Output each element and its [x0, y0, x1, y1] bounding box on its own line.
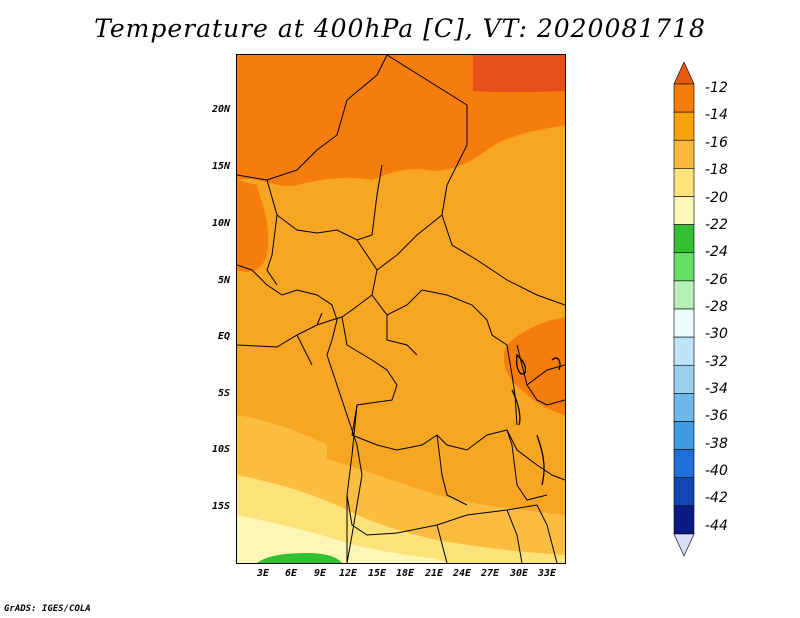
colorbar-label: -24: [705, 244, 728, 260]
colorbar-swatch: [673, 421, 695, 450]
lat-tick-label: 15N: [211, 161, 230, 172]
colorbar: [673, 62, 695, 557]
colorbar-swatch: [673, 83, 695, 113]
contour-band-12: [473, 55, 565, 93]
lat-tick-label: 15S: [211, 501, 230, 512]
colorbar-label: -22: [705, 217, 728, 233]
colorbar-label: -20: [705, 190, 728, 206]
contour-band-22: [237, 515, 447, 563]
colorbar-label: -38: [705, 436, 728, 452]
lon-tick-label: 33E: [537, 568, 557, 579]
colorbar-label: -12: [705, 80, 728, 96]
colorbar-label: -16: [705, 135, 728, 151]
colorbar-swatch: [673, 336, 695, 366]
contour-band-14-west: [237, 180, 269, 272]
chart-title: Temperature at 400hPa [C], VT: 202008171…: [94, 14, 706, 43]
lon-tick-label: 27E: [480, 568, 500, 579]
colorbar-swatch: [673, 280, 695, 310]
colorbar-swatch: [673, 139, 695, 169]
colorbar-swatch: [673, 224, 695, 254]
lon-tick-label: 3E: [256, 568, 270, 579]
lon-tick-label: 24E: [452, 568, 472, 579]
colorbar-label: -28: [705, 299, 728, 315]
colorbar-swatch: [673, 111, 695, 141]
lat-tick-label: 5N: [217, 275, 230, 286]
contour-band-24: [257, 553, 342, 563]
colorbar-swatch: [673, 477, 695, 507]
colorbar-swatch: [673, 533, 695, 557]
colorbar-label: -18: [705, 162, 728, 178]
colorbar-label: -42: [705, 490, 728, 506]
colorbar-swatch: [673, 449, 695, 479]
coastline: [237, 264, 363, 563]
colorbar-label: -26: [705, 272, 728, 288]
country-borders: [237, 55, 565, 563]
colorbar-swatch: [673, 308, 695, 338]
map-panel: [236, 54, 566, 564]
colorbar-label: -30: [705, 326, 728, 342]
colorbar-swatch: [673, 505, 695, 535]
temperature-map: [237, 55, 565, 563]
great-lakes: [511, 353, 561, 486]
credit-text: GrADS: IGES/COLA: [4, 604, 91, 614]
lon-tick-label: 18E: [395, 568, 415, 579]
lon-tick-label: 15E: [367, 568, 387, 579]
lon-tick-label: 9E: [313, 568, 327, 579]
lat-tick-label: 20N: [211, 104, 230, 115]
colorbar-label: -40: [705, 463, 728, 479]
lat-tick-label: EQ: [217, 331, 230, 342]
contour-band-14-east: [503, 317, 565, 415]
lon-tick-label: 21E: [424, 568, 444, 579]
lat-tick-label: 10S: [211, 444, 230, 455]
lon-tick-label: 30E: [509, 568, 529, 579]
lon-tick-label: 12E: [338, 568, 358, 579]
colorbar-label: -32: [705, 354, 728, 370]
colorbar-swatch: [673, 168, 695, 197]
colorbar-swatch: [673, 196, 695, 225]
colorbar-swatch: [673, 364, 695, 394]
lon-tick-label: 6E: [284, 568, 298, 579]
colorbar-label: -36: [705, 408, 728, 424]
colorbar-swatch: [673, 62, 695, 85]
colorbar-swatch: [673, 252, 695, 282]
colorbar-swatches: [673, 62, 695, 557]
lat-tick-label: 5S: [217, 388, 230, 399]
lat-tick-label: 10N: [211, 218, 230, 229]
colorbar-swatch: [673, 393, 695, 422]
colorbar-label: -44: [705, 518, 728, 534]
colorbar-label: -14: [705, 107, 728, 123]
colorbar-label: -34: [705, 381, 728, 397]
